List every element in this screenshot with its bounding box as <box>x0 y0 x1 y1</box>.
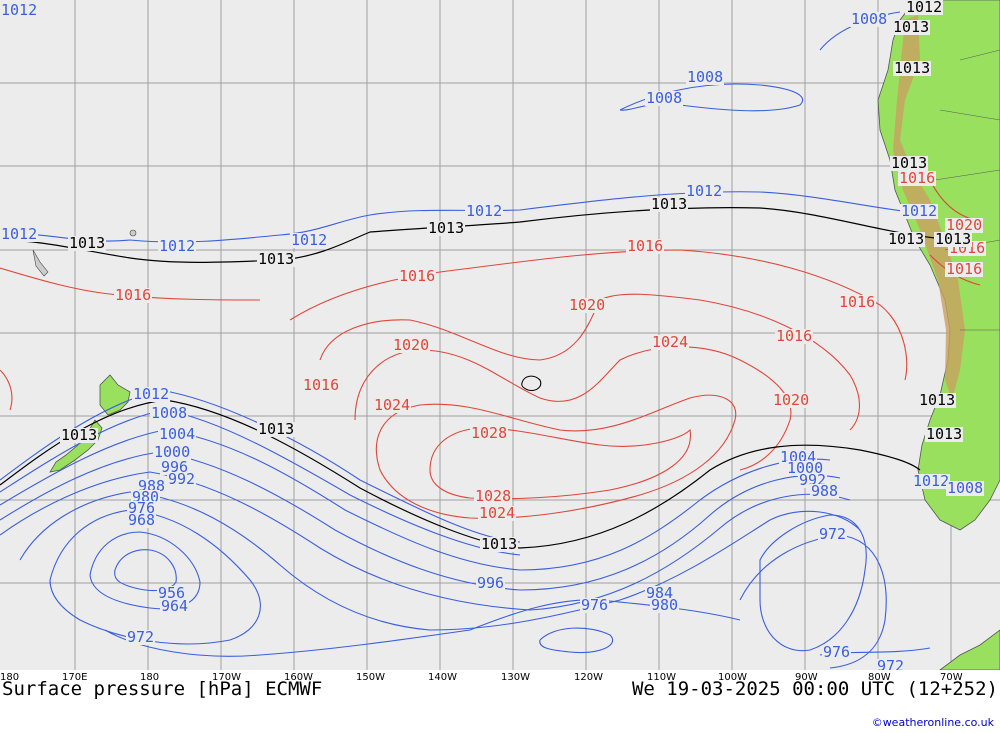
isobar-label: 1012 <box>132 385 171 403</box>
isobar-label: 1013 <box>60 426 99 444</box>
isobar-label: 1020 <box>568 296 607 314</box>
isobar-label: 1013 <box>893 59 932 77</box>
isobar-label: 1012 <box>905 0 944 16</box>
isobar-label: 1016 <box>945 260 984 278</box>
isobar-label: 1000 <box>153 443 192 461</box>
isobar-label: 1024 <box>651 333 690 351</box>
longitude-label: 180 <box>0 672 20 683</box>
isobar-label: 984 <box>645 584 675 602</box>
isobar-label: 1013 <box>890 154 929 172</box>
ocean-background <box>0 0 1000 670</box>
antarctic-land <box>939 629 1000 670</box>
isobar-label: 976 <box>580 596 610 614</box>
isobar-label: 1024 <box>478 504 517 522</box>
isobar-label: 988 <box>810 482 840 500</box>
isobar-label: 1013 <box>887 230 926 248</box>
isobar-label: 1008 <box>946 479 985 497</box>
isobar-label: 976 <box>127 499 157 517</box>
isobar-label: 1020 <box>772 391 811 409</box>
isobar-label: 1013 <box>68 234 107 252</box>
isobar-label: 1028 <box>470 424 509 442</box>
longitude-label: 170E <box>62 672 88 683</box>
isobar-label: 1013 <box>918 391 957 409</box>
valid-time: We 19-03-2025 00:00 UTC (12+252) <box>631 678 998 700</box>
isobar-label: 1013 <box>650 195 689 213</box>
isobar-label: 1000 <box>786 459 825 477</box>
isobar-label: 996 <box>160 458 190 476</box>
isobar-label: 1012 <box>158 237 197 255</box>
isobar-label: 1020 <box>945 216 984 234</box>
longitude-label: 120W <box>574 672 603 683</box>
isobar-label: 968 <box>127 511 157 529</box>
isobar-label: 1016 <box>898 169 937 187</box>
isobar-label: 972 <box>818 525 848 543</box>
longitude-label: 140W <box>428 672 457 683</box>
longitude-label: 180 <box>140 672 160 683</box>
isobar-label: 1013 <box>892 18 931 36</box>
isobar-label: 1008 <box>850 10 889 28</box>
isobar-label: 964 <box>160 597 190 615</box>
isobar-label: 1016 <box>114 286 153 304</box>
longitude-label: 130W <box>501 672 530 683</box>
isobar-label: 956 <box>157 584 187 602</box>
map-title: Surface pressure [hPa] ECMWF <box>2 678 323 700</box>
longitude-label: 110W <box>647 672 676 683</box>
isobar-label: 1012 <box>0 1 39 19</box>
isobar-label: 1016 <box>775 327 814 345</box>
isobar-label: 1012 <box>912 472 951 490</box>
map-footer <box>0 670 1000 733</box>
isobar-label: 1016 <box>302 376 341 394</box>
isobar-label: 1013 <box>257 420 296 438</box>
isobar-label: 1016 <box>626 237 665 255</box>
isobar-label: 1028 <box>474 487 513 505</box>
isobar-label: 996 <box>476 574 506 592</box>
isobar-label: 1016 <box>398 267 437 285</box>
longitude-label: 100W <box>718 672 747 683</box>
isobar-label: 1008 <box>645 89 684 107</box>
longitude-label: 80W <box>868 672 891 683</box>
credit-link[interactable]: ©weatheronline.co.uk <box>871 716 994 729</box>
isobar-label: 1012 <box>465 202 504 220</box>
isobar-label: 1008 <box>150 404 189 422</box>
isobar-label: 1020 <box>392 336 431 354</box>
isobar-label: 1012 <box>685 182 724 200</box>
isobar-label: 1013 <box>427 219 466 237</box>
isobar-label: 992 <box>167 470 197 488</box>
longitude-label: 70W <box>940 672 963 683</box>
isobar-label: 1013 <box>925 425 964 443</box>
pressure-map <box>0 0 1000 670</box>
longitude-label: 160W <box>284 672 313 683</box>
isobar-label: 1024 <box>373 396 412 414</box>
isobar-label: 972 <box>126 628 156 646</box>
longitude-label: 170W <box>212 672 241 683</box>
isobar-label: 992 <box>798 471 828 489</box>
isobar-label: 1012 <box>290 231 329 249</box>
longitude-label: 150W <box>356 672 385 683</box>
isobar-label: 1013 <box>257 250 296 268</box>
isobar-label: 1012 <box>0 225 39 243</box>
isobar-label: 1013 <box>934 230 973 248</box>
isobar-label: 1008 <box>686 68 725 86</box>
isobar-label: 1012 <box>900 202 939 220</box>
isobar-label: 976 <box>822 643 852 661</box>
pacific-islands <box>32 229 137 277</box>
isobar-label: 1013 <box>480 535 519 553</box>
isobar-label: 1004 <box>158 425 197 443</box>
longitude-label: 90W <box>795 672 818 683</box>
isobar-label: 980 <box>650 596 680 614</box>
isobar-label: 1016 <box>838 293 877 311</box>
